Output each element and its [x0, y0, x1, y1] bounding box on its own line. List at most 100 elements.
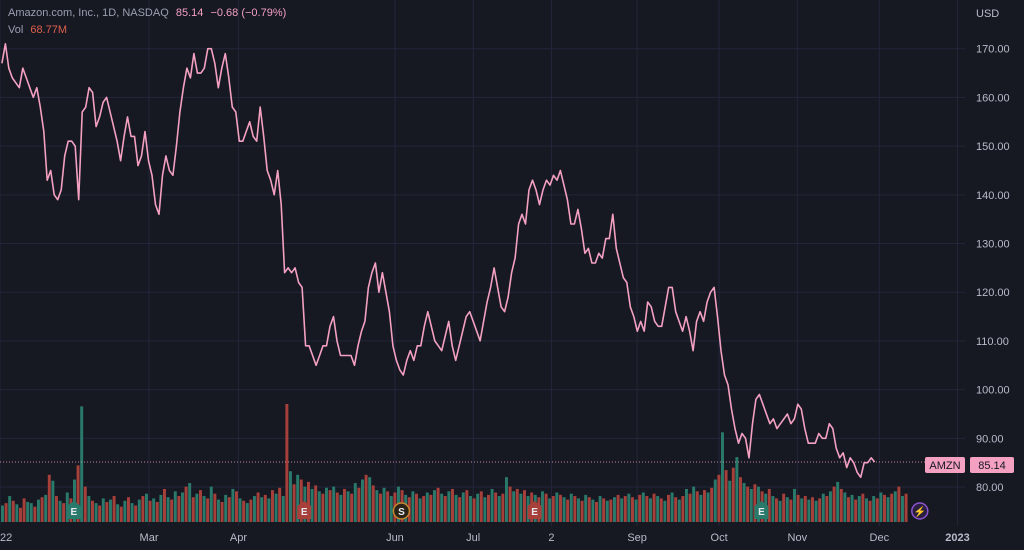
x-tick-label: Dec	[870, 532, 890, 544]
symbol-header: Amazon.com, Inc., 1D, NASDAQ 85.14 −0.68…	[8, 7, 286, 19]
volume-bar	[659, 498, 663, 522]
volume-bar	[361, 479, 364, 522]
volume-bar	[440, 493, 444, 522]
volume-bar	[37, 499, 40, 522]
volume-bar	[386, 491, 390, 522]
volume-bar	[4, 503, 8, 522]
volume-label: Vol	[8, 24, 24, 36]
volume-bar	[199, 490, 202, 522]
volume-bar	[519, 493, 523, 522]
volume-bar	[47, 474, 51, 522]
volume-bar	[469, 496, 472, 522]
volume-bar	[159, 494, 163, 522]
volume-bar	[487, 494, 490, 522]
volume-bar	[645, 496, 649, 522]
volume-bar	[80, 406, 84, 522]
event-marker: ⚡	[911, 502, 929, 520]
volume-bar	[195, 493, 199, 522]
volume-bar	[173, 491, 177, 522]
volume-bar	[706, 492, 710, 522]
volume-bar	[735, 457, 739, 522]
event-marker: E	[754, 501, 769, 519]
volume-bar	[656, 496, 660, 522]
volume-bar	[749, 488, 753, 522]
event-shield	[66, 501, 81, 519]
volume-bar	[443, 496, 447, 522]
price-change: −0.68 (−0.79%)	[210, 7, 287, 19]
volume-bar	[411, 491, 415, 522]
volume-bar	[721, 432, 724, 522]
volume-bar	[717, 474, 721, 522]
event-circle	[392, 502, 411, 520]
volume-bar	[465, 490, 469, 522]
volume-bar	[868, 500, 872, 522]
event-label: E	[70, 507, 77, 518]
volume-bar	[260, 497, 264, 522]
volume-bar	[742, 483, 746, 522]
volume-bar	[321, 493, 325, 522]
volume-bar	[861, 493, 865, 522]
volume-bar	[879, 492, 883, 522]
volume-bar	[490, 488, 494, 522]
volume-bar	[508, 486, 512, 522]
volume-bar	[166, 497, 170, 522]
event-label: E	[301, 507, 308, 518]
volume-bar	[177, 496, 181, 522]
volume-bar	[609, 499, 613, 522]
volume-bar	[512, 491, 516, 522]
volume-bar	[119, 506, 123, 522]
volume-bar	[224, 494, 228, 522]
volume-bar	[681, 496, 685, 522]
volume-bar	[289, 471, 292, 522]
price-tag-value-bg	[970, 457, 1014, 473]
volume-bar	[191, 497, 195, 522]
volume-bar	[353, 483, 357, 522]
volume-bar	[346, 491, 350, 522]
volume-bar	[256, 492, 260, 522]
volume-bar	[803, 496, 807, 522]
volume-bar	[98, 505, 102, 522]
volume-bars	[1, 404, 908, 522]
volume-bar	[328, 490, 332, 522]
volume-bar	[602, 498, 606, 522]
volume-bar	[584, 494, 588, 522]
volume-bar	[263, 494, 267, 522]
volume-bar	[389, 496, 393, 522]
volume-bar	[436, 487, 440, 522]
volume-bar	[101, 498, 105, 522]
volume-bar	[217, 499, 220, 522]
currency-label: USD	[976, 8, 999, 20]
volume-bar	[699, 494, 703, 522]
volume-bar	[595, 501, 598, 522]
volume-bar	[1, 505, 4, 522]
volume-bar	[836, 481, 840, 522]
volume-bar	[569, 493, 573, 522]
volume-bar	[51, 480, 55, 522]
volume-bar	[652, 493, 656, 522]
volume-bar	[854, 499, 858, 522]
volume-bar	[451, 488, 454, 522]
volume-bar	[598, 496, 602, 522]
volume-bar	[91, 500, 94, 522]
event-shield	[527, 501, 542, 519]
volume-bar	[83, 486, 87, 522]
price-tag-value: 85.14	[978, 460, 1006, 472]
volume-bar	[155, 501, 159, 522]
volume-bar	[141, 496, 145, 522]
volume-bar	[29, 503, 33, 522]
volume-bar	[562, 497, 566, 522]
volume-bar	[274, 493, 278, 522]
volume-bar	[433, 490, 436, 522]
volume-bar	[778, 500, 782, 522]
event-marker: S	[392, 502, 411, 520]
volume-bar	[227, 497, 231, 522]
volume-bar	[415, 493, 418, 522]
y-tick-label: 110.00	[976, 336, 1009, 348]
volume-bar	[109, 499, 112, 522]
volume-bar	[649, 498, 652, 522]
volume-bar	[800, 498, 804, 522]
y-tick-label: 170.00	[976, 44, 1010, 56]
event-marker: E	[527, 501, 542, 519]
volume-bar	[620, 498, 624, 522]
